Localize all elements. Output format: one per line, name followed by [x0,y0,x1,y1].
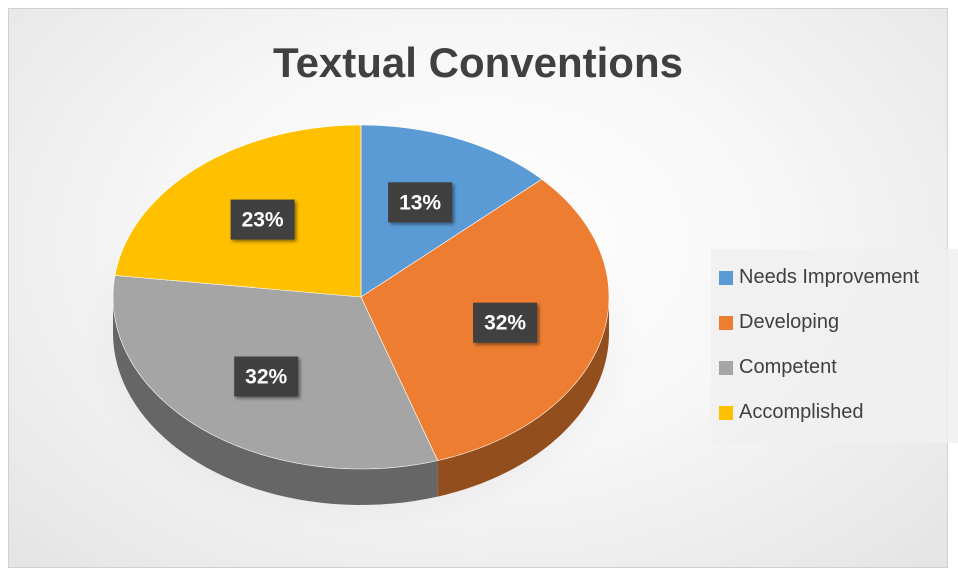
legend-label-needs-improvement: Needs Improvement [739,266,920,288]
legend-item-competent: Competent [719,345,958,390]
chart-area: Textual Conventions 13% 32% 32% 23% Needs I… [8,8,958,568]
data-label-text-developing: 32% [484,312,526,335]
data-label-box-accomplished [230,199,295,240]
legend-swatch-accomplished [719,405,733,420]
legend-swatch-developing [719,315,733,330]
legend-item-developing: Developing [719,300,958,345]
data-label-box-developing [473,302,538,343]
legend-item-accomplished: Accomplished [719,390,958,435]
data-label-needs-improvement: 13% [388,182,453,223]
data-label-developing: 32% [473,302,538,343]
data-label-text-needs-improvement: 13% [399,191,441,214]
legend-label-developing: Developing [739,311,840,333]
data-label-box-needs-improvement [388,182,453,223]
data-label-box-competent [234,356,299,397]
data-label-text-competent: 32% [245,366,287,389]
legend: Needs Improvement Developing Competent A… [711,249,958,443]
pie-chart: 13% 32% 32% 23% [83,124,639,531]
legend-swatch-needs-improvement [719,270,733,285]
data-label-competent: 32% [234,356,299,397]
legend-label-competent: Competent [739,356,837,378]
legend-label-accomplished: Accomplished [739,401,864,423]
data-label-text-accomplished: 23% [242,209,284,232]
legend-item-needs-improvement: Needs Improvement [719,255,958,300]
legend-swatch-competent [719,360,733,375]
pie-side-developing [437,297,609,497]
data-label-accomplished: 23% [230,199,295,240]
pie-side-competent [113,297,438,505]
chart-title: Textual Conventions [273,39,683,86]
